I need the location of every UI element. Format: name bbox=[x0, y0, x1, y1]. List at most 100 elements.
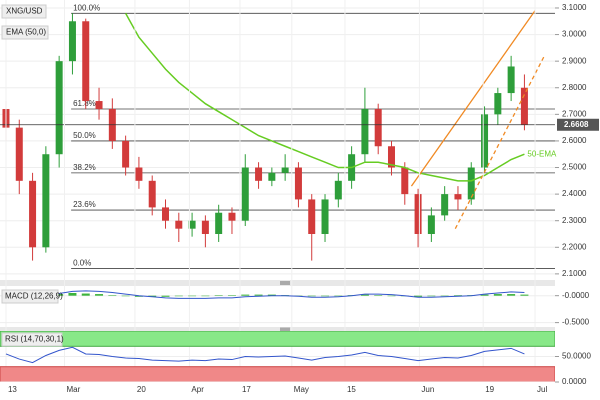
y-tick-label: 0.0000 bbox=[562, 377, 587, 386]
candle-body bbox=[387, 146, 395, 168]
macd-histogram-bar bbox=[161, 295, 170, 297]
macd-histogram-bar bbox=[427, 295, 436, 297]
macd-histogram-bar bbox=[81, 293, 90, 296]
macd-histogram-bar bbox=[507, 294, 516, 296]
indicator-label: EMA (50,0) bbox=[6, 28, 46, 37]
candle-body bbox=[135, 167, 143, 181]
candle-body bbox=[454, 194, 462, 200]
x-tick-label: 17 bbox=[242, 385, 251, 394]
candle-body bbox=[308, 199, 316, 234]
candle-body bbox=[414, 194, 422, 234]
macd-histogram-bar bbox=[387, 295, 396, 297]
x-tick-label: Apr bbox=[191, 385, 204, 394]
macd-histogram-bar bbox=[453, 295, 462, 296]
macd-histogram-bar bbox=[321, 295, 330, 297]
macd-histogram-bar bbox=[520, 294, 529, 296]
trendline bbox=[410, 10, 536, 187]
y-tick-label: 2.8000 bbox=[562, 83, 587, 92]
macd-histogram-bar bbox=[95, 294, 104, 296]
macd-title: MACD (12,26,9) bbox=[5, 292, 63, 301]
indicator-box[interactable] bbox=[1, 25, 49, 40]
candle-body bbox=[334, 180, 342, 200]
panel bbox=[0, 290, 555, 324]
rsi-title: RSI (14,70,30,1) bbox=[5, 335, 64, 344]
macd-histogram-bar bbox=[55, 294, 64, 296]
macd-histogram-bar bbox=[254, 294, 263, 296]
macd-histogram-bar bbox=[201, 295, 210, 297]
y-tick-label: 2.4000 bbox=[562, 189, 587, 198]
candle-body bbox=[268, 172, 276, 181]
candle-body bbox=[95, 101, 103, 110]
macd-histogram-bar bbox=[414, 295, 423, 297]
x-tick-label: Jun bbox=[421, 385, 434, 394]
panel-divider[interactable] bbox=[0, 327, 555, 332]
candle-body bbox=[15, 127, 23, 181]
y-tick-label: 2.2000 bbox=[562, 242, 587, 251]
candle-body bbox=[374, 109, 382, 147]
candle-body bbox=[162, 207, 170, 221]
macd-histogram-bar bbox=[134, 295, 143, 297]
y-tick-label: 3.1000 bbox=[562, 3, 587, 12]
macd-histogram-bar bbox=[307, 295, 316, 297]
fib-label: 100.0% bbox=[73, 3, 100, 12]
candle-body bbox=[55, 61, 63, 155]
fib-label: 38.2% bbox=[73, 163, 96, 172]
symbol-box[interactable] bbox=[1, 4, 47, 19]
macd-histogram-bar bbox=[334, 295, 343, 297]
macd-histogram-bar bbox=[493, 294, 502, 296]
y-tick-label: 2.7000 bbox=[562, 109, 587, 118]
y-tick-label: 2.5000 bbox=[562, 163, 587, 172]
divider-handle[interactable] bbox=[280, 327, 290, 332]
candle-body bbox=[29, 180, 37, 248]
y-tick-label: 2.3000 bbox=[562, 216, 587, 225]
candle-body bbox=[188, 220, 196, 229]
trendline bbox=[454, 55, 545, 229]
candle-body bbox=[241, 167, 249, 221]
candle-body bbox=[494, 93, 502, 115]
candle-body bbox=[467, 167, 475, 200]
macd-histogram-bar bbox=[68, 293, 77, 296]
candle-body bbox=[122, 140, 130, 168]
y-tick-label: -0.5000 bbox=[562, 318, 590, 327]
x-tick-label: 20 bbox=[137, 385, 146, 394]
candle-body bbox=[321, 199, 329, 234]
panel-divider[interactable] bbox=[0, 280, 555, 286]
macd-histogram-bar bbox=[480, 294, 489, 296]
candle-body bbox=[401, 167, 409, 195]
y-tick-label: 50.0000 bbox=[562, 352, 591, 361]
y-tick-label: 2.6000 bbox=[562, 136, 587, 145]
symbol-title: XNG/USD bbox=[6, 7, 43, 16]
panel bbox=[0, 331, 555, 382]
macd-histogram-bar bbox=[108, 295, 117, 296]
last-price-tag bbox=[557, 118, 599, 131]
panel: 100.0% 61.8% 50.0% 38.2% 23.6% 0.0% bbox=[0, 3, 555, 275]
candle-body bbox=[68, 21, 76, 62]
y-tick-label: 3.0000 bbox=[562, 30, 587, 39]
fib-label: 23.6% bbox=[73, 200, 96, 209]
candle-body bbox=[175, 220, 183, 229]
macd-histogram-bar bbox=[440, 295, 449, 297]
candle-body bbox=[215, 212, 223, 234]
candle-body bbox=[441, 194, 449, 216]
macd-histogram-bar bbox=[241, 294, 250, 296]
y-tick-label: 2.9000 bbox=[562, 56, 587, 65]
fib-label: 0.0% bbox=[73, 259, 91, 268]
macd-histogram-bar bbox=[148, 295, 157, 297]
fib-label: 61.8% bbox=[73, 99, 96, 108]
candle-body bbox=[148, 180, 156, 208]
x-tick-label: 15 bbox=[347, 385, 356, 394]
divider-handle[interactable] bbox=[280, 281, 290, 285]
candle-body bbox=[361, 109, 369, 155]
ema-annotation: 50-EMA bbox=[527, 149, 557, 158]
macd-histogram-bar bbox=[188, 295, 197, 297]
candle-body bbox=[294, 167, 302, 200]
macd-histogram-bar bbox=[374, 295, 383, 296]
macd-histogram-bar bbox=[227, 295, 236, 296]
macd-box[interactable] bbox=[1, 289, 59, 304]
overbought-zone bbox=[0, 331, 555, 347]
macd-histogram-bar bbox=[174, 295, 183, 297]
oversold-zone bbox=[0, 366, 555, 382]
candle-body bbox=[520, 87, 528, 125]
rsi-box[interactable] bbox=[1, 332, 63, 347]
